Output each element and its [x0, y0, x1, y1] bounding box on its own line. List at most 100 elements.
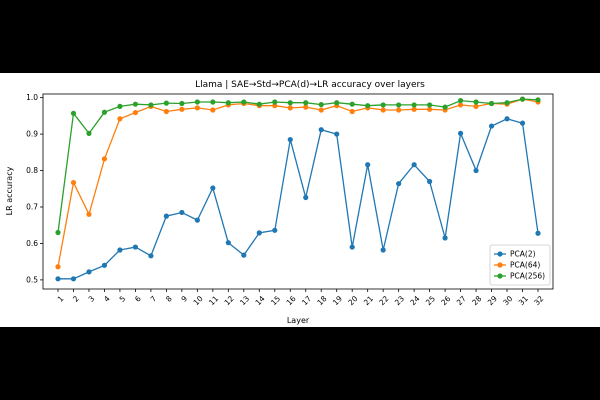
x-axis: 1 2 3 4 5 6 7 8 9 10 11 12 13 14 15 16 17 18 19 20 21 22 23 24 2… [56, 289, 546, 307]
data-point [194, 105, 200, 111]
x-tick-label: 13 [238, 294, 251, 307]
data-point [117, 103, 123, 109]
x-tick-label: 9 [179, 294, 189, 304]
x-tick-label: 17 [300, 294, 313, 307]
y-tick-label: 0.9 [26, 130, 38, 139]
x-tick-label: 4 [102, 294, 112, 304]
data-point [210, 107, 216, 113]
data-point [349, 108, 355, 115]
data-point [55, 229, 61, 236]
series-PCA(64) [55, 96, 541, 270]
data-point [488, 100, 495, 107]
data-point [473, 167, 479, 174]
plot-frame [42, 93, 554, 290]
data-point [457, 130, 464, 136]
data-point [256, 101, 262, 107]
data-point [303, 100, 309, 106]
chart-panel: Llama | SAE→Std→PCA(d)→LR accuracy over … [0, 73, 600, 327]
x-tick-label: 6 [133, 294, 143, 304]
data-point [272, 227, 278, 233]
data-point [210, 99, 216, 105]
data-point [396, 102, 402, 108]
data-point [411, 102, 417, 108]
data-point [163, 100, 169, 106]
data-point [86, 211, 92, 217]
legend-marker [497, 273, 503, 279]
x-tick-label: 3 [87, 294, 97, 304]
data-point [287, 100, 293, 106]
data-point [380, 107, 386, 113]
data-point [55, 276, 61, 282]
data-point [427, 102, 433, 108]
data-point [256, 230, 262, 236]
data-point [132, 109, 139, 116]
data-point [303, 104, 309, 110]
data-point [132, 101, 139, 107]
data-point [457, 97, 464, 104]
data-point [287, 105, 293, 111]
series-PCA(2) [55, 116, 541, 282]
series-line [58, 118, 539, 280]
x-tick-label: 26 [439, 294, 452, 307]
data-point [457, 102, 464, 108]
data-point [179, 100, 185, 107]
x-tick-label: 22 [377, 294, 390, 307]
x-tick-label: 8 [164, 294, 174, 304]
x-tick-label: 25 [424, 294, 437, 307]
x-tick-label: 18 [315, 294, 328, 307]
data-point [70, 179, 77, 186]
x-tick-label: 10 [192, 294, 205, 307]
x-tick-label: 30 [501, 294, 514, 307]
data-point [117, 116, 123, 122]
x-tick-label: 29 [486, 294, 499, 307]
x-tick-label: 23 [393, 294, 406, 307]
data-point [70, 110, 77, 116]
x-tick-label: 1 [56, 294, 66, 304]
legend-label: PCA(2) [510, 250, 536, 259]
data-point [535, 97, 541, 103]
data-point [334, 131, 340, 137]
y-tick-label: 0.7 [26, 203, 38, 212]
data-point [427, 178, 433, 185]
x-tick-label: 12 [223, 294, 236, 307]
data-point [86, 130, 92, 136]
data-point [117, 247, 123, 253]
x-tick-label: 11 [207, 294, 220, 307]
legend-label: PCA(256) [510, 272, 545, 281]
data-point [163, 108, 169, 115]
data-point [179, 209, 185, 216]
series-PCA(256) [55, 96, 541, 236]
data-point [442, 104, 448, 110]
data-point [473, 99, 479, 105]
x-tick-label: 21 [362, 294, 375, 307]
x-tick-label: 28 [470, 294, 483, 307]
data-point [334, 100, 340, 106]
data-point [442, 235, 448, 241]
data-point [101, 109, 108, 115]
data-point [380, 247, 386, 253]
legend-box [489, 244, 551, 286]
data-point [241, 252, 247, 258]
line-chart: Llama | SAE→Std→PCA(d)→LR accuracy over … [5, 80, 554, 325]
data-point [70, 276, 77, 282]
data-point [194, 99, 200, 105]
data-point [396, 181, 402, 187]
chart-title: Llama | SAE→Std→PCA(d)→LR accuracy over … [195, 80, 425, 90]
data-point [365, 103, 371, 109]
x-tick-label: 2 [71, 294, 81, 304]
data-point [287, 136, 293, 143]
series-layer [55, 96, 541, 282]
data-point [272, 99, 278, 105]
series-line [57, 98, 539, 233]
data-point [241, 99, 247, 105]
data-point [148, 253, 154, 259]
data-point [210, 185, 216, 191]
legend: PCA(2) PCA(64) PCA(256) [489, 244, 551, 286]
x-tick-label: 5 [118, 294, 128, 304]
y-tick-label: 1.0 [26, 93, 38, 102]
data-point [365, 162, 371, 168]
data-point [504, 100, 510, 106]
data-point [101, 156, 108, 162]
y-axis: 0.5 0.6 0.7 0.8 0.9 1.0 [26, 93, 43, 284]
data-point [303, 194, 309, 201]
